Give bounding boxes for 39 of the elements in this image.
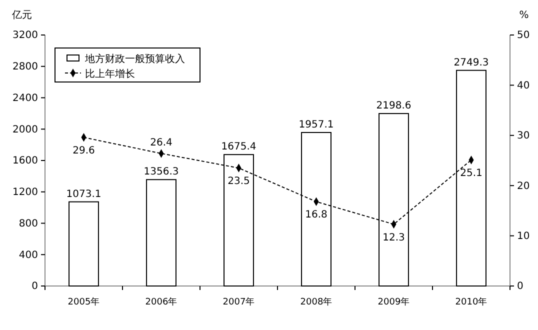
- x-tick-label: 2006年: [145, 296, 178, 308]
- y-tick-label: 2400: [12, 92, 38, 104]
- data-label: 1957.1: [298, 119, 334, 130]
- x-tick-label: 2008年: [300, 296, 332, 308]
- data-label: 26.4: [150, 137, 172, 148]
- data-label: 12.3: [382, 232, 405, 244]
- y2-tick-label: 10: [517, 231, 530, 242]
- x-tick-label: 2009年: [378, 296, 410, 308]
- data-label: 1073.1: [66, 188, 102, 200]
- y-tick-label: 800: [18, 218, 38, 230]
- y2-tick-label: 40: [517, 80, 530, 92]
- y2-tick-label: 20: [517, 180, 530, 192]
- y2-axis-title: %: [519, 10, 529, 21]
- y2-tick-label: 30: [517, 130, 530, 142]
- y-tick-label: 2800: [12, 62, 38, 73]
- bar: [68, 201, 99, 286]
- data-label: 23.5: [228, 176, 250, 188]
- x-tick-label: 2010年: [455, 296, 488, 308]
- y-axis-title: 亿元: [11, 10, 32, 21]
- data-label: 29.6: [72, 145, 95, 156]
- data-label: 2749.3: [454, 57, 489, 68]
- data-label: 16.8: [305, 210, 328, 221]
- data-label: 25.1: [460, 168, 482, 179]
- y-tick-label: 3200: [12, 30, 38, 42]
- legend-label: 地方财政一般预算收入: [84, 53, 185, 65]
- y-tick-label: 1600: [12, 156, 38, 167]
- data-label: 1675.4: [221, 142, 256, 153]
- bar: [146, 179, 176, 286]
- data-label: 2198.6: [376, 100, 412, 112]
- y-tick-label: 0: [32, 281, 38, 292]
- y2-tick-label: 0: [517, 281, 524, 292]
- data-label: 1356.3: [144, 166, 179, 178]
- y2-tick-label: 50: [517, 30, 530, 42]
- legend-label: 比上年增长: [85, 68, 135, 80]
- x-tick-label: 2007年: [222, 296, 255, 308]
- y-tick-label: 1200: [12, 187, 38, 198]
- x-tick-label: 2005年: [68, 296, 100, 308]
- y-tick-label: 2000: [12, 124, 38, 136]
- y-tick-label: 400: [18, 250, 38, 261]
